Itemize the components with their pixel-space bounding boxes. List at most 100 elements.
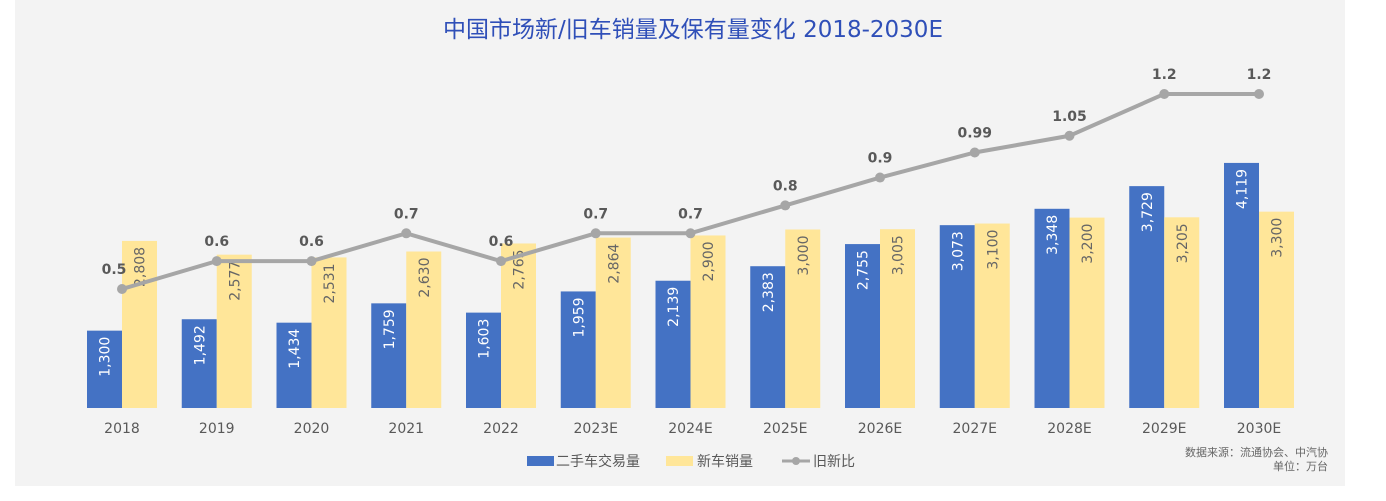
ratio-point [969,147,980,158]
bar-label-new-car: 3,200 [1080,224,1096,264]
legend-label-ratio: 旧新比 [813,454,855,470]
chart-title: 中国市场新/旧车销量及保有量变化 2018-2030E [443,17,943,43]
ratio-point [306,256,317,267]
ratio-point [211,256,222,267]
bar-label-used-car: 1,603 [477,319,493,359]
bar-label-new-car: 2,531 [322,263,338,303]
bar-new-car [690,235,726,408]
bar-used-car [1034,208,1070,408]
ratio-point [780,200,791,211]
ratio-label: 0.6 [489,234,514,250]
ratio-label: 0.7 [394,206,419,222]
unit-text: 单位：万台 [1273,460,1328,473]
bar-used-car [750,266,786,408]
bar-label-new-car: 2,864 [606,244,622,284]
bar-used-car [181,319,217,408]
x-tick-label: 2022 [483,421,519,437]
bar-label-new-car: 3,205 [1175,223,1191,263]
x-tick-label: 2019 [199,421,235,437]
bar-label-new-car: 2,808 [133,247,149,287]
x-tick-label: 2030E [1237,421,1281,437]
bar-label-used-car: 2,139 [666,287,682,327]
bar-new-car [1069,217,1105,408]
ratio-point [1254,88,1264,99]
ratio-label: 1.05 [1052,109,1087,125]
x-tick-label: 2021 [388,421,424,437]
bar-used-car [276,322,312,408]
bar-new-car [974,223,1010,408]
bar-label-new-car: 2,630 [417,258,433,298]
bar-label-used-car: 3,348 [1045,215,1061,255]
bar-used-car [1224,162,1259,408]
bar-new-car [595,237,631,408]
ratio-label: 1.2 [1247,67,1272,83]
bar-label-used-car: 1,300 [98,337,114,377]
bar-new-car [406,251,442,408]
x-tick-label: 2026E [858,421,902,437]
bar-label-new-car: 3,100 [985,230,1001,270]
bar-label-new-car: 2,765 [512,249,528,289]
bar-label-new-car: 2,900 [701,241,717,281]
ratio-point [685,228,696,239]
legend-swatch-new-car [666,456,693,466]
bar-label-used-car: 1,759 [382,309,398,349]
legend-label-new-car: 新车销量 [697,453,753,470]
bar-new-car [501,243,536,408]
legend-swatch-used-car [527,456,554,466]
bar-label-used-car: 3,729 [1140,192,1156,232]
x-tick-label: 2025E [763,421,807,437]
bar-label-used-car: 1,492 [192,325,208,365]
source-note: 数据来源：流通协会、中汽协 单位：万台 [1185,446,1328,474]
bar-new-car [880,229,915,408]
bar-used-car [655,280,691,408]
bar-label-used-car: 2,383 [761,272,777,312]
bar-used-car [371,303,407,408]
bar-new-car [785,229,821,408]
bar-used-car [466,312,501,408]
x-tick-label: 2029E [1142,421,1186,437]
legend-label-used-car: 二手车交易量 [556,453,640,470]
bar-label-new-car: 3,000 [796,236,812,276]
x-tick-label: 2020 [294,421,330,437]
bar-new-car [311,257,347,408]
x-tick-label: 2024E [668,421,712,437]
ratio-label: 0.6 [299,234,324,250]
ratio-label: 0.6 [204,234,229,250]
ratio-label: 1.2 [1152,67,1177,83]
bar-new-car [1259,211,1294,408]
bar-label-used-car: 4,119 [1235,169,1251,209]
bar-label-used-car: 2,755 [856,250,872,290]
ratio-point [1159,88,1170,99]
ratio-point [496,256,506,267]
bar-label-used-car: 1,434 [287,329,303,369]
legend-marker-ratio [792,457,800,465]
source-text: 数据来源：流通协会、中汽协 [1185,446,1328,459]
bar-new-car [1164,217,1200,408]
ratio-point [117,284,127,294]
x-tick-label: 2028E [1047,421,1091,437]
ratio-point [1064,130,1075,141]
bar-label-used-car: 1,959 [571,297,587,337]
bar-new-car [216,254,252,408]
bar-used-car [845,244,880,408]
x-tick-label: 2027E [953,421,997,437]
ratio-point [401,228,412,239]
bar-used-car [939,225,975,408]
ratio-label: 0.7 [583,206,608,222]
ratio-label: 0.7 [678,206,703,222]
x-tick-label: 2023E [574,421,618,437]
ratio-point [875,172,885,183]
ratio-label: 0.5 [102,262,127,278]
ratio-label: 0.9 [868,151,893,167]
bar-used-car [1129,186,1165,408]
bar-new-car [122,240,157,408]
x-tick-label: 2018 [104,421,140,437]
ratio-label: 0.8 [773,178,798,194]
bar-label-new-car: 3,005 [891,235,907,275]
bar-used-car [560,291,596,408]
ratio-label: 0.99 [957,125,992,141]
bar-label-new-car: 3,300 [1270,218,1286,258]
bar-label-new-car: 2,577 [227,261,243,301]
ratio-point [590,228,601,239]
